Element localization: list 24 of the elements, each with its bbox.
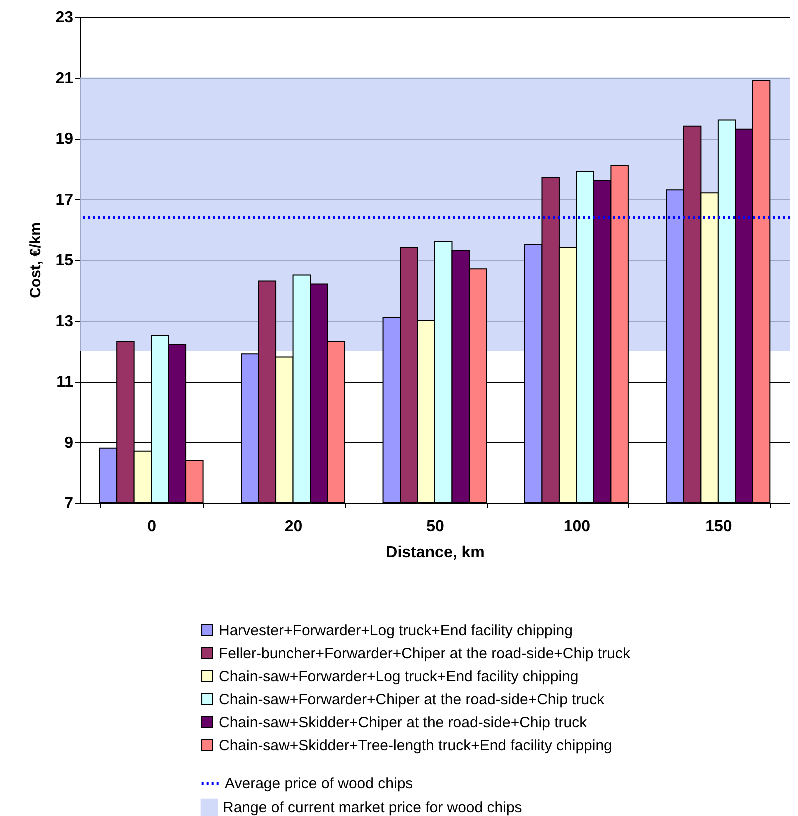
legend-label: Chain-saw+Forwarder+Log truck+End facility chipping: [219, 668, 579, 686]
y-tick-label: 9: [64, 434, 74, 452]
legend-label: Feller-buncher+Forwarder+Chiper at the road-side+Chip truck: [219, 646, 631, 662]
x-tick-label: 100: [564, 518, 591, 536]
legend-label: Range of current market price for wood chips: [223, 800, 522, 816]
legend-label: Harvester+Forwarder+Log truck+End facility chipping: [219, 622, 573, 640]
y-tick-label: 23: [56, 10, 74, 26]
x-axis-title: Distance, km: [386, 544, 485, 562]
x-tick-label: 20: [284, 518, 303, 536]
legend-label: Chain-saw+Skidder+Tree-length truck+End facility chipping: [219, 738, 612, 754]
x-tick-label: 150: [706, 518, 732, 536]
x-tick-label: 0: [148, 518, 157, 536]
y-tick-label: 13: [56, 313, 74, 330]
y-tick-label: 19: [56, 131, 74, 148]
y-tick-label: 17: [56, 192, 74, 209]
y-tick-label: 15: [56, 252, 74, 270]
y-tick-label: 21: [56, 70, 74, 88]
x-tick-label: 50: [426, 518, 444, 536]
legend-label: Average price of wood chips: [225, 776, 414, 792]
legend-label: Chain-saw+Skidder+Chiper at the road-side+Chip truck: [219, 714, 588, 732]
y-tick-label: 7: [64, 496, 74, 512]
y-axis-title: Cost, €/km: [28, 222, 45, 298]
y-tick-label: 11: [56, 374, 74, 391]
legend-label: Chain-saw+Forwarder+Chiper at the road-side+Chip truck: [219, 692, 606, 708]
